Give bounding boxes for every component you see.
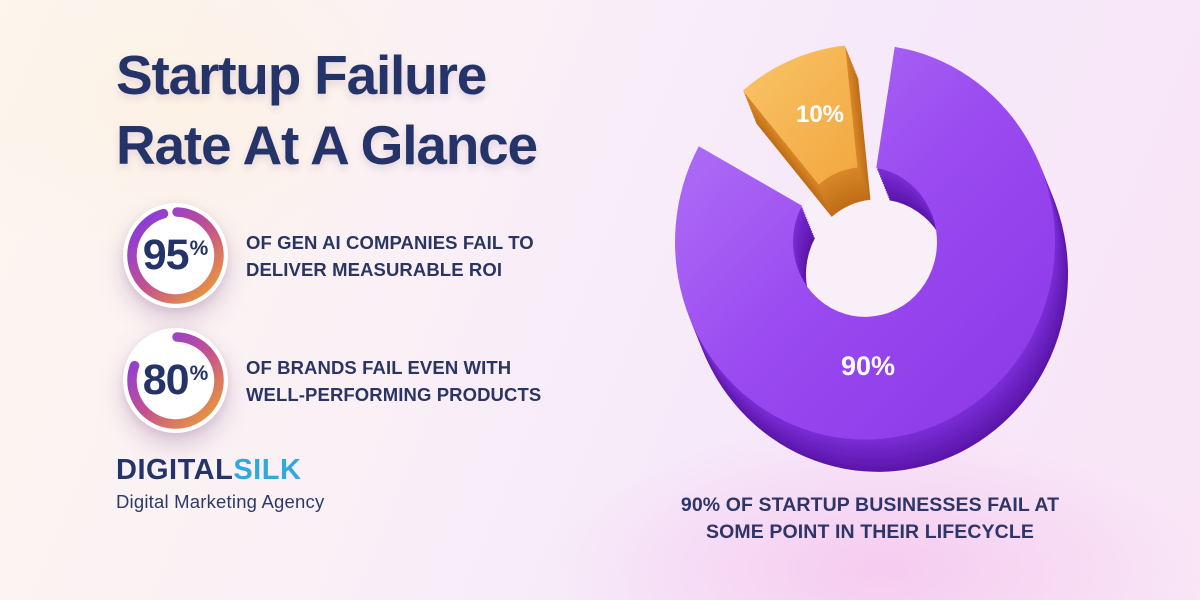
stat-description-line-1: OF GEN AI COMPANIES FAIL TO — [246, 231, 534, 253]
stat-badge: 80 % — [123, 328, 228, 433]
chart-caption-line-2: SOME POINT IN THEIR LIFECYCLE — [706, 521, 1034, 543]
page-title-line-2: Rate At A Glance — [116, 114, 538, 176]
stat-description-line-1: OF BRANDS FAIL EVEN WITH — [246, 356, 512, 378]
stat-value: 80 — [142, 356, 190, 404]
stat-unit: % — [189, 362, 209, 385]
logo-secondary: SILK — [233, 454, 302, 486]
donut-segment-90 — [674, 46, 1055, 440]
stat-gen-ai: 95 % OF GEN AI COMPANIES FAIL TO DELIVER… — [123, 203, 534, 308]
page-title-line-1: Startup Failure — [116, 44, 487, 106]
stat-description-line-2: DELIVER MEASURABLE ROI — [246, 258, 503, 280]
stat-ring-arc — [127, 207, 224, 304]
logo-primary: DIGITAL — [116, 454, 234, 486]
donut-segment-10 — [742, 45, 858, 185]
chart-caption-line-1: 90% OF STARTUP BUSINESSES FAIL AT — [680, 494, 1060, 516]
stat-value: 95 — [142, 231, 190, 279]
stat-unit: % — [189, 237, 209, 260]
stat-description: OF GEN AI COMPANIES FAIL TO DELIVER MEAS… — [246, 229, 534, 283]
stat-description: OF BRANDS FAIL EVEN WITH WELL-PERFORMING… — [246, 354, 541, 408]
chart-caption: 90% OF STARTUP BUSINESSES FAIL AT SOME P… — [640, 492, 1100, 546]
donut-chart: 90% 10% — [674, 45, 1068, 472]
logo-tagline: Digital Marketing Agency — [116, 490, 325, 512]
donut-segment-label: 10% — [796, 101, 844, 128]
stat-ring — [127, 332, 224, 429]
donut-segment-label: 90% — [841, 351, 895, 381]
stat-number: 95 % — [143, 234, 209, 277]
stat-description-line-2: WELL-PERFORMING PRODUCTS — [246, 383, 542, 405]
stat-badge: 95 % — [123, 203, 228, 308]
brand-logo: DIGITALSILK Digital Marketing Agency — [116, 454, 325, 513]
stat-ring — [127, 207, 224, 304]
stat-brands: 80 % OF BRANDS FAIL EVEN WITH WELL-PERFO… — [123, 328, 541, 433]
brand-logo-name: DIGITALSILK — [116, 454, 324, 487]
page-title: Startup Failure Rate At A Glance — [116, 40, 538, 180]
stat-number: 80 % — [143, 359, 209, 402]
stat-ring-arc — [127, 332, 224, 429]
